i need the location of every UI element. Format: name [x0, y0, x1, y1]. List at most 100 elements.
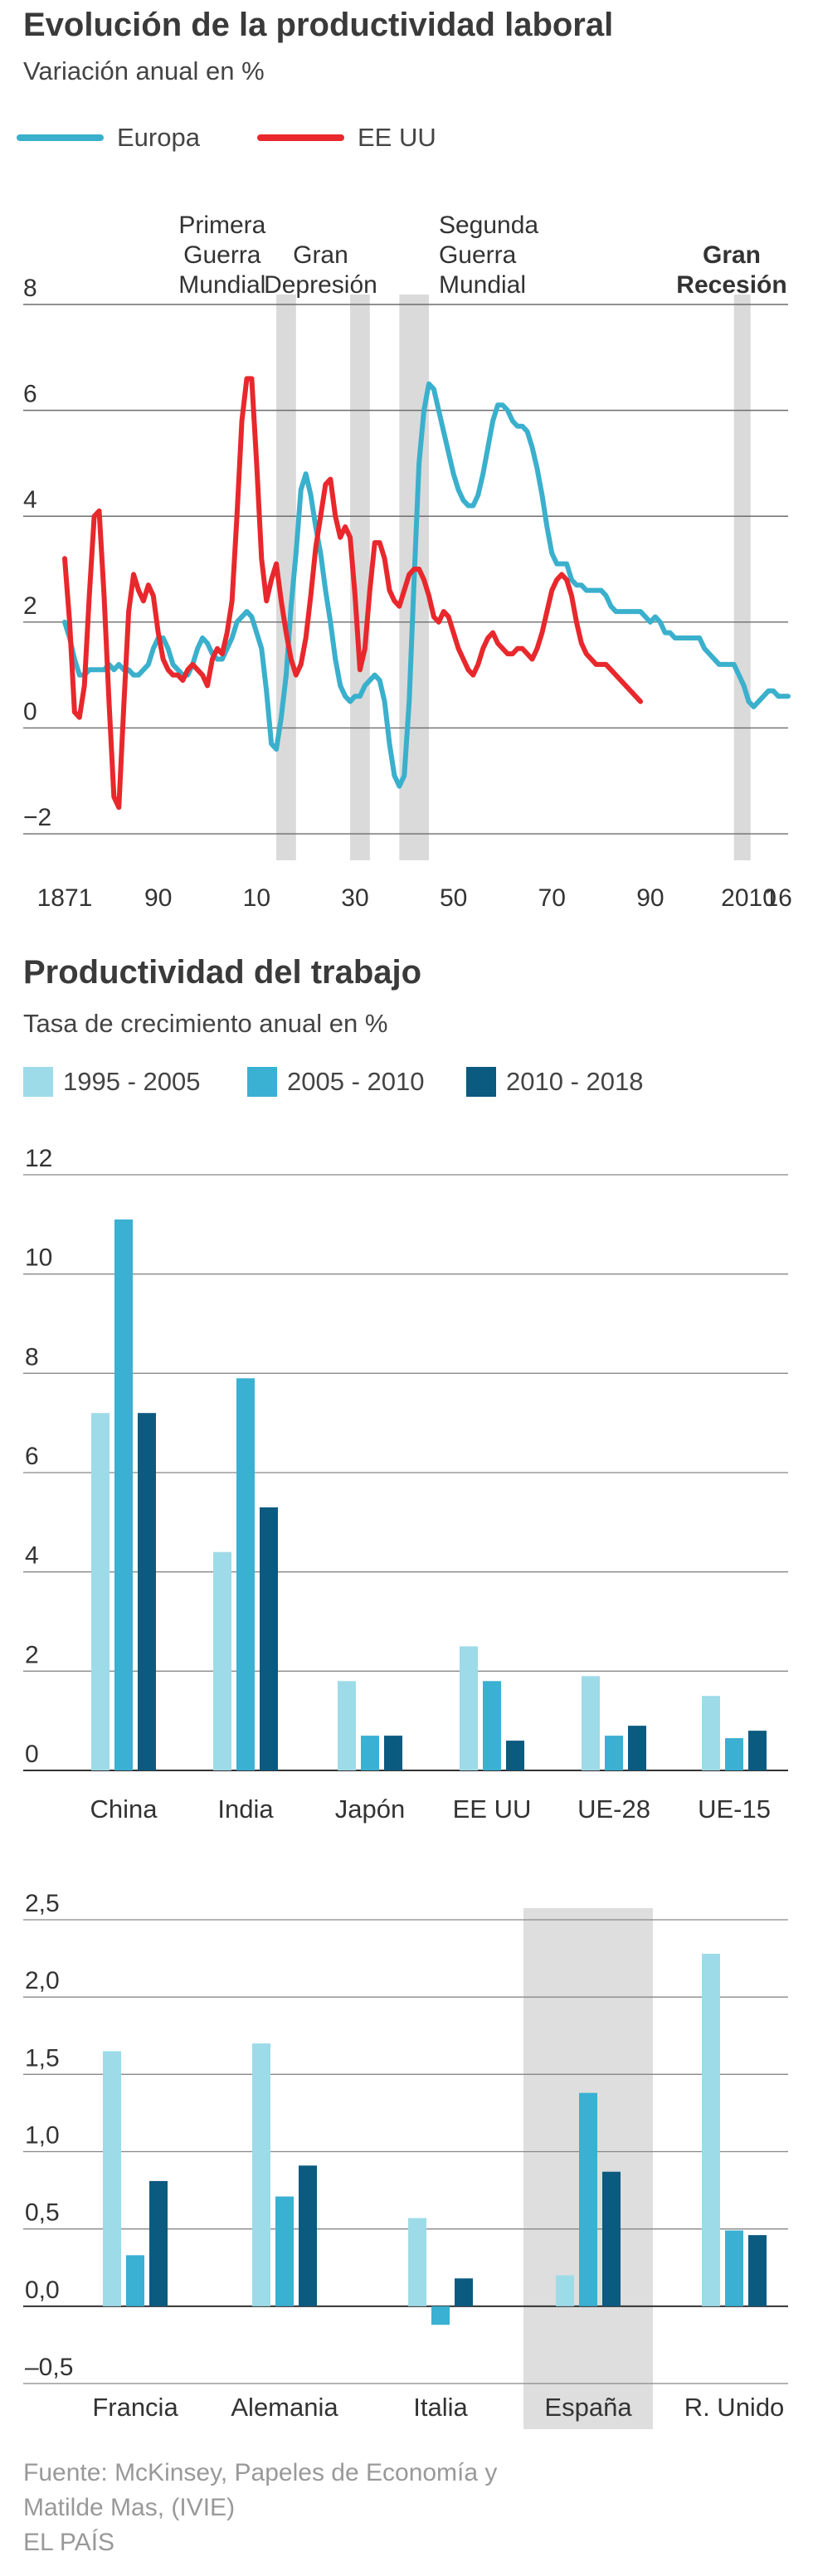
legend-2010-2018-swatch [466, 1067, 496, 1097]
category-label-1: India [217, 1794, 274, 1824]
bar-ee-uu-0 [460, 1646, 478, 1770]
chart1-subtitle: Variación anual en % [23, 56, 265, 85]
x-tick-label-1: 90 [144, 884, 172, 912]
legend-europa: Europa [17, 123, 200, 153]
chart1-title: Evolución de la productividad laboral [23, 7, 614, 43]
bar-ue-28-1 [605, 1736, 623, 1770]
bar-jap-n-0 [338, 1681, 356, 1770]
bar-india-2 [260, 1507, 278, 1770]
x-tick-label-6: 90 [636, 884, 664, 912]
bar-alemania-0 [252, 2043, 270, 2306]
category-label-4: R. Unido [684, 2393, 785, 2422]
shaded-period-3 [733, 295, 751, 860]
bar-italia-1 [431, 2306, 450, 2325]
bar-italia-2 [455, 2278, 473, 2306]
y-tick-label-1: 10 [25, 1244, 52, 1272]
category-label-3: España [544, 2393, 632, 2422]
y-tick-label-0: 8 [23, 275, 37, 302]
annotation-0-line-2: Mundial [178, 271, 265, 299]
legend-1995-2005-swatch [23, 1067, 53, 1097]
legend-2010-2018-label: 2010 - 2018 [506, 1067, 644, 1096]
category-label-0: Francia [92, 2393, 178, 2422]
bar-r-unido-1 [725, 2230, 743, 2306]
x-tick-label-5: 70 [538, 884, 566, 912]
x-tick-label-0: 1871 [37, 884, 93, 912]
bar-francia-2 [149, 2180, 168, 2306]
category-label-3: EE UU [453, 1794, 532, 1824]
annotation-2-line-1: Guerra [439, 241, 517, 269]
bar-francia-0 [103, 2051, 121, 2306]
y-tick-label-5: 2 [25, 1641, 39, 1668]
shaded-period-1 [350, 295, 370, 860]
legend-2005-2010-swatch [247, 1067, 277, 1097]
y-tick-label-1: 6 [23, 381, 37, 408]
chart2-title: Productividad del trabajo [23, 954, 422, 991]
category-label-2: Italia [413, 2393, 468, 2422]
bar-espa-a-2 [602, 2171, 621, 2306]
bar-ue-28-0 [582, 1676, 600, 1770]
x-tick-label-4: 50 [440, 884, 467, 912]
legend-1995-2005-label: 1995 - 2005 [63, 1067, 201, 1096]
bar-espa-a-0 [556, 2275, 574, 2306]
bar-francia-1 [126, 2255, 144, 2306]
bar-ee-uu-2 [506, 1741, 524, 1770]
y-tick-label-4: 0,5 [25, 2199, 60, 2227]
bar-chart-europe: 2,5 2,0 1,5 1,0 0,5 0,0 –0,5 Francia Alemania Ita… [23, 1890, 788, 2429]
period-annotations: PrimeraGuerraMundialGranDepresiónSegunda… [178, 212, 786, 299]
annotation-1-line-0: Gran [293, 241, 348, 269]
legend-2010-2018: 2010 - 2018 [466, 1067, 643, 1097]
legend-eeuu-swatch [257, 134, 344, 141]
annotation-0-line-0: Primera [178, 212, 265, 239]
legend-europa-swatch [17, 134, 104, 141]
shaded-periods [276, 295, 751, 860]
bar-jap-n-2 [384, 1736, 402, 1770]
bar-chart-countries: 12 10 8 6 4 2 0 China India Japón EE UU UE-28 UE-15 [23, 1145, 788, 1824]
annotation-0-line-1: Guerra [183, 241, 261, 269]
annotation-3-line-0: Gran [703, 241, 761, 269]
y-tick-label-0: 2,5 [25, 1890, 60, 1917]
annotation-2-line-2: Mundial [439, 271, 526, 299]
bar-india-0 [213, 1551, 231, 1770]
bar-r-unido-0 [702, 1953, 720, 2306]
bar-espa-a-1 [579, 2092, 597, 2306]
y-tick-label-0: 12 [25, 1145, 52, 1172]
category-label-2: Japón [335, 1794, 405, 1824]
category-label-0: China [90, 1794, 158, 1824]
y-tick-label-2: 8 [25, 1343, 39, 1371]
y-tick-label-4: 4 [25, 1542, 39, 1570]
x-tick-label-8: 16 [764, 884, 791, 912]
x-tick-label-3: 30 [341, 884, 368, 912]
y-tick-label-2: 1,5 [25, 2044, 60, 2072]
bar-r-unido-2 [748, 2235, 767, 2306]
annotation-3-line-1: Recesión [676, 271, 786, 299]
bar-china-0 [91, 1413, 110, 1770]
y-tick-label-1: 2,0 [25, 1967, 60, 1994]
bar-china-1 [114, 1219, 133, 1770]
bar-italia-0 [408, 2218, 426, 2306]
bar-ue-15-0 [702, 1696, 720, 1770]
source-note: Fuente: McKinsey, Papeles de Economía y … [23, 2456, 497, 2560]
bar-ue-15-1 [725, 1738, 743, 1770]
category-label-4: UE-28 [577, 1794, 650, 1824]
y-tick-label-5: −2 [23, 804, 51, 831]
y-tick-label-2: 4 [23, 486, 37, 514]
legend-europa-label: Europa [117, 123, 200, 152]
y-tick-label-3: 6 [25, 1443, 39, 1470]
bar-ue-28-2 [628, 1726, 646, 1770]
x-tick-label-7: 2010 [721, 884, 776, 912]
series-line-eeuu [62, 376, 644, 811]
y-tick-label-5: 0,0 [25, 2277, 60, 2304]
category-label-1: Alemania [231, 2393, 338, 2422]
y-tick-label-3: 2 [23, 592, 37, 620]
legend-eeuu-label: EE UU [358, 123, 436, 152]
bar-alemania-2 [299, 2165, 317, 2306]
y-tick-label-4: 0 [23, 698, 37, 725]
bar-jap-n-1 [361, 1736, 379, 1770]
bar-alemania-1 [275, 2196, 294, 2306]
bar-china-2 [138, 1413, 156, 1770]
annotation-1-line-1: Depresión [264, 271, 377, 299]
x-tick-label-2: 10 [243, 884, 270, 912]
bar-ee-uu-1 [483, 1681, 501, 1770]
